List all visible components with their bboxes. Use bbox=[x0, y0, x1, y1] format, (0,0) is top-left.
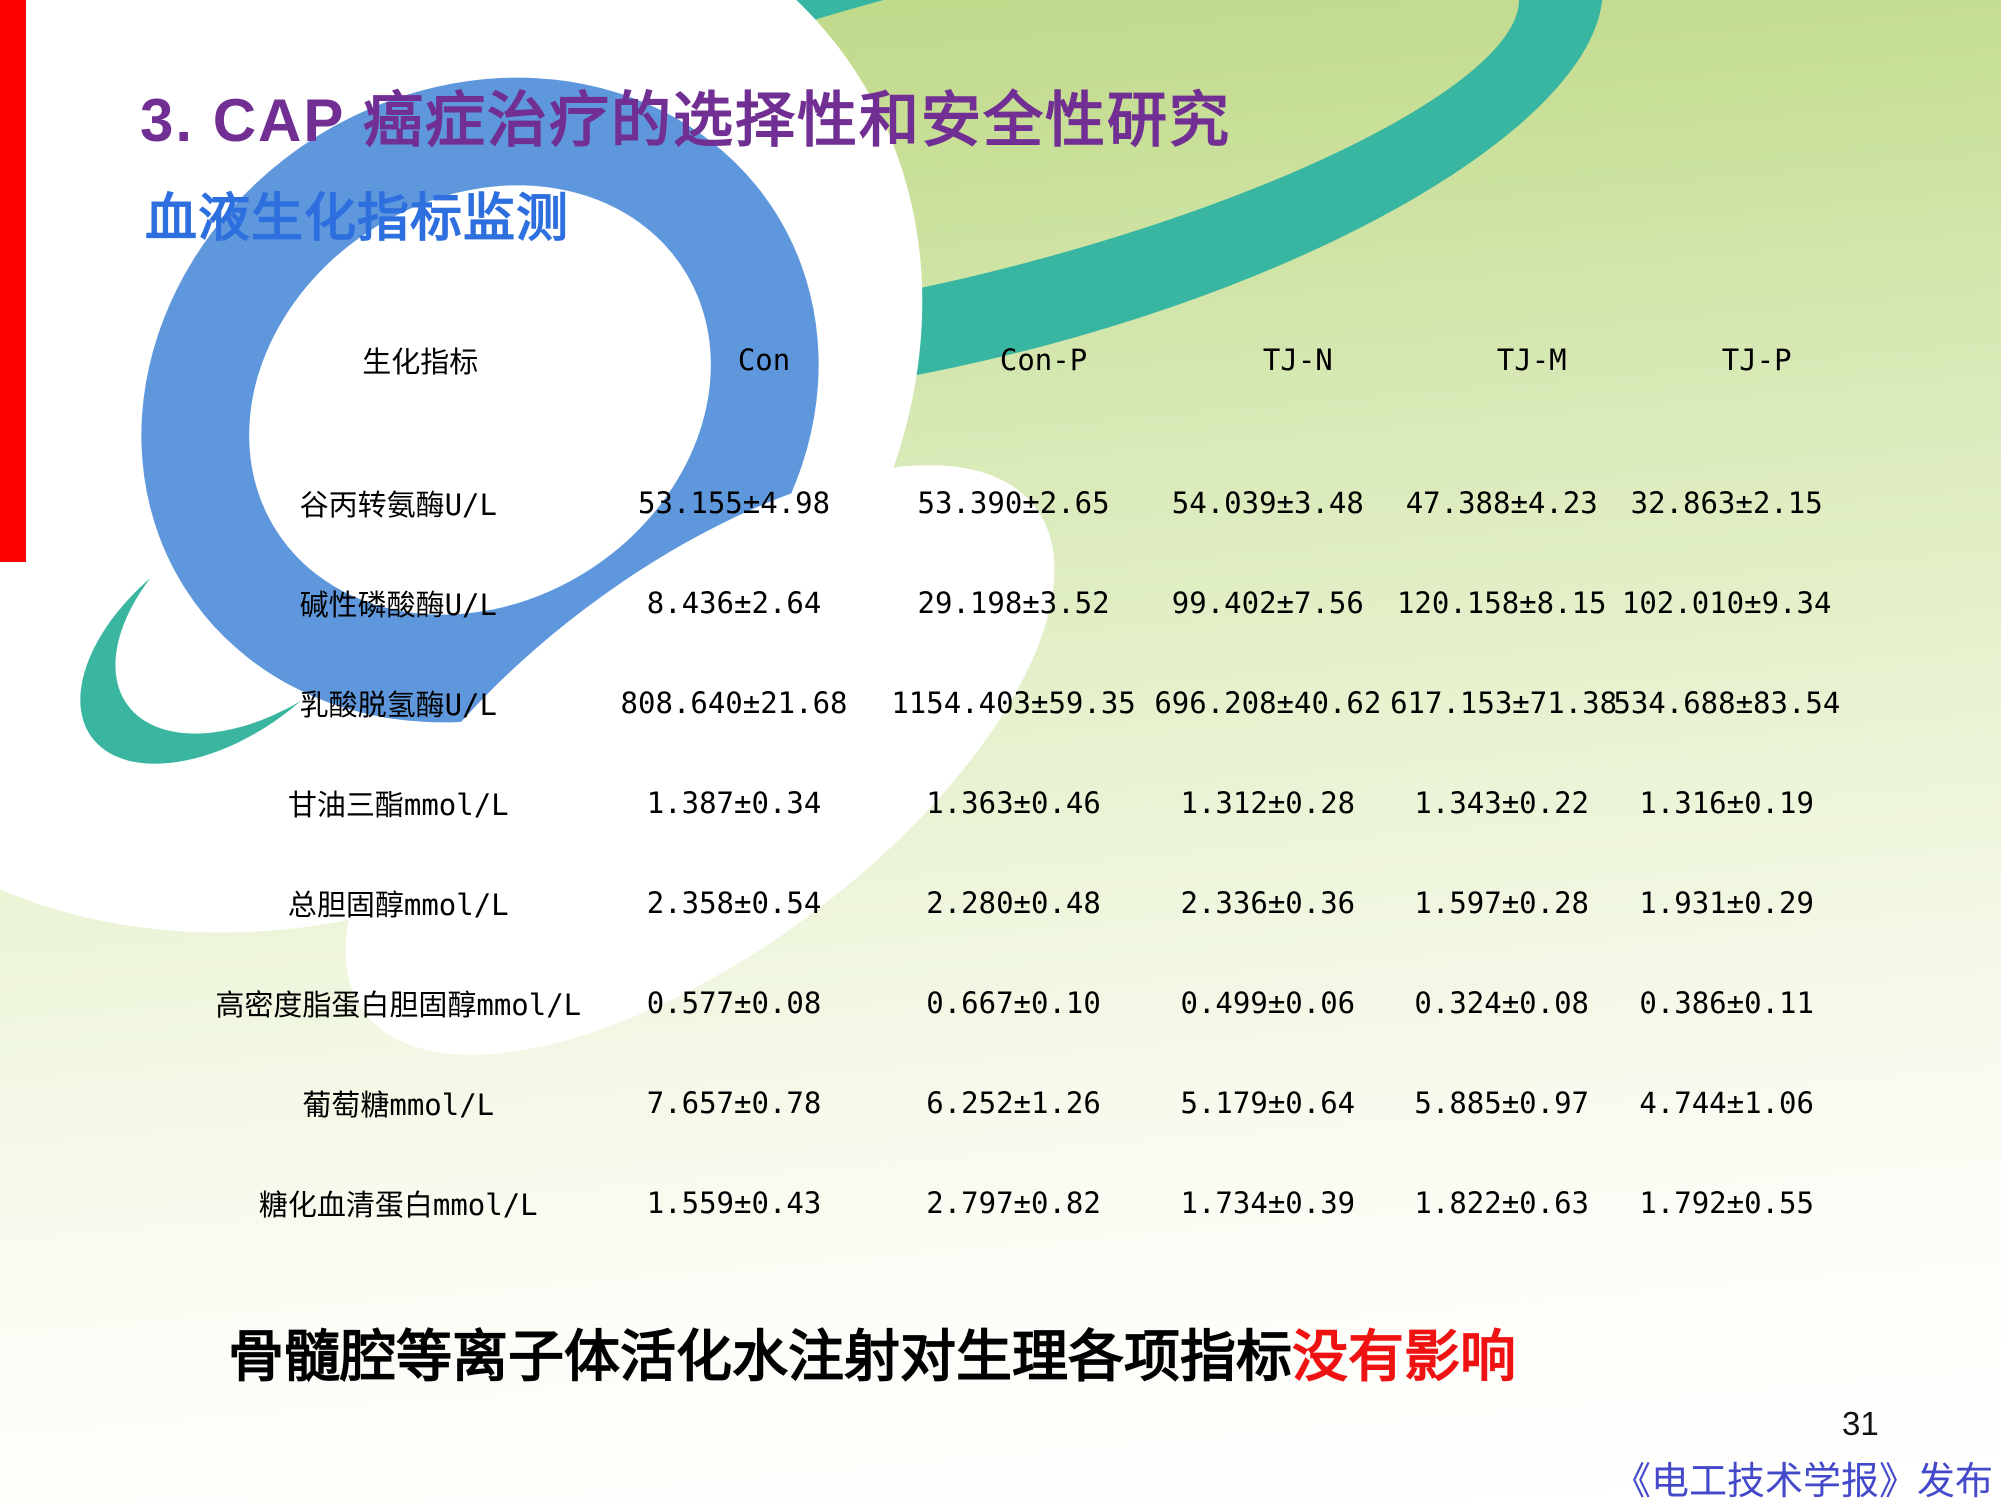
value-cell: 0.667±0.10 bbox=[926, 986, 1101, 1020]
table-header-row: 生化指标 Con Con-P TJ-N TJ-M TJ-P bbox=[210, 330, 1840, 390]
col-header-tj-p: TJ-P bbox=[1721, 343, 1792, 377]
value-cell: 99.402±7.56 bbox=[1171, 586, 1364, 620]
value-cell: 5.179±0.64 bbox=[1180, 1086, 1356, 1120]
value-cell: 2.358±0.54 bbox=[646, 886, 822, 920]
value-cell: 1.559±0.43 bbox=[646, 1186, 822, 1220]
page-number: 31 bbox=[1842, 1405, 1879, 1442]
value-cell: 0.386±0.11 bbox=[1639, 986, 1814, 1020]
value-cell: 4.744±1.06 bbox=[1639, 1086, 1814, 1120]
row-label: 甘油三酯mmol/L bbox=[287, 788, 509, 822]
table-row: 甘油三酯mmol/L 1.387±0.34 1.363±0.46 1.312±0… bbox=[210, 753, 1840, 853]
col-header-con-p: Con-P bbox=[999, 343, 1088, 377]
value-cell: 8.436±2.64 bbox=[646, 586, 822, 620]
conclusion-statement: 骨髓腔等离子体活化水注射对生理各项指标没有影响 bbox=[228, 1312, 1516, 1393]
value-cell: 1154.403±59.35 bbox=[891, 686, 1136, 720]
value-cell: 1.363±0.46 bbox=[926, 786, 1101, 820]
biochemistry-table: 生化指标 Con Con-P TJ-N TJ-M TJ-P 谷丙转氨酶U/L 5… bbox=[210, 330, 1840, 1253]
value-cell: 696.208±40.62 bbox=[1154, 686, 1382, 720]
value-cell: 47.388±4.23 bbox=[1405, 486, 1598, 520]
table-row: 糖化血清蛋白mmol/L 1.559±0.43 2.797±0.82 1.734… bbox=[210, 1153, 1840, 1253]
value-cell: 1.822±0.63 bbox=[1414, 1186, 1590, 1220]
slide-title: 3. CAP 癌症治疗的选择性和安全性研究 bbox=[140, 87, 1231, 154]
row-label: 高密度脂蛋白胆固醇mmol/L bbox=[215, 988, 582, 1022]
value-cell: 1.597±0.28 bbox=[1414, 886, 1590, 920]
value-cell: 2.336±0.36 bbox=[1180, 886, 1356, 920]
value-cell: 0.577±0.08 bbox=[646, 986, 822, 1020]
value-cell: 102.010±9.34 bbox=[1621, 586, 1832, 620]
value-cell: 53.390±2.65 bbox=[917, 486, 1110, 520]
value-cell: 29.198±3.52 bbox=[917, 586, 1110, 620]
value-cell: 617.153±71.38 bbox=[1390, 686, 1618, 720]
table-row: 碱性磷酸酶U/L 8.436±2.64 29.198±3.52 99.402±7… bbox=[210, 553, 1840, 653]
row-label: 乳酸脱氢酶U/L bbox=[299, 688, 497, 722]
left-edge-red-strip bbox=[0, 0, 26, 562]
table-row: 葡萄糖mmol/L 7.657±0.78 6.252±1.26 5.179±0.… bbox=[210, 1053, 1840, 1153]
col-header-tj-m: TJ-M bbox=[1496, 343, 1567, 377]
table-body: 谷丙转氨酶U/L 53.155±4.98 53.390±2.65 54.039±… bbox=[210, 453, 1840, 1253]
conclusion-black-text: 骨髓腔等离子体活化水注射对生理各项指标 bbox=[228, 1325, 1292, 1388]
value-cell: 6.252±1.26 bbox=[926, 1086, 1101, 1120]
conclusion-red-text: 没有影响 bbox=[1292, 1325, 1516, 1388]
value-cell: 1.734±0.39 bbox=[1180, 1186, 1356, 1220]
slide-subtitle: 血液生化指标监测 bbox=[145, 190, 570, 248]
row-label: 糖化血清蛋白mmol/L bbox=[258, 1188, 538, 1222]
value-cell: 7.657±0.78 bbox=[646, 1086, 822, 1120]
value-cell: 120.158±8.15 bbox=[1396, 586, 1607, 620]
footer-credit: 《电工技术学报》发布 bbox=[1612, 1461, 1993, 1501]
col-header-indicator: 生化指标 bbox=[362, 345, 479, 379]
value-cell: 2.280±0.48 bbox=[926, 886, 1101, 920]
value-cell: 1.931±0.29 bbox=[1639, 886, 1814, 920]
value-cell: 32.863±2.15 bbox=[1630, 486, 1823, 520]
value-cell: 1.316±0.19 bbox=[1639, 786, 1814, 820]
col-header-tj-n: TJ-N bbox=[1262, 343, 1333, 377]
value-cell: 5.885±0.97 bbox=[1414, 1086, 1590, 1120]
value-cell: 1.343±0.22 bbox=[1414, 786, 1590, 820]
value-cell: 53.155±4.98 bbox=[637, 486, 831, 520]
row-label: 葡萄糖mmol/L bbox=[302, 1088, 495, 1122]
value-cell: 1.792±0.55 bbox=[1639, 1186, 1814, 1220]
row-label: 总胆固醇mmol/L bbox=[287, 888, 509, 922]
table-row: 谷丙转氨酶U/L 53.155±4.98 53.390±2.65 54.039±… bbox=[210, 453, 1840, 553]
value-cell: 808.640±21.68 bbox=[620, 686, 848, 720]
value-cell: 54.039±3.48 bbox=[1171, 486, 1364, 520]
table-row: 总胆固醇mmol/L 2.358±0.54 2.280±0.48 2.336±0… bbox=[210, 853, 1840, 953]
table-row: 乳酸脱氢酶U/L 808.640±21.68 1154.403±59.35 69… bbox=[210, 653, 1841, 753]
row-label: 谷丙转氨酶U/L bbox=[299, 488, 497, 522]
value-cell: 0.324±0.08 bbox=[1414, 986, 1590, 1020]
value-cell: 534.688±83.54 bbox=[1613, 686, 1841, 720]
value-cell: 1.387±0.34 bbox=[646, 786, 822, 820]
col-header-con: Con bbox=[737, 343, 791, 377]
value-cell: 2.797±0.82 bbox=[926, 1186, 1101, 1220]
table-row: 高密度脂蛋白胆固醇mmol/L 0.577±0.08 0.667±0.10 0.… bbox=[210, 953, 1840, 1053]
row-label: 碱性磷酸酶U/L bbox=[299, 588, 497, 622]
value-cell: 1.312±0.28 bbox=[1180, 786, 1356, 820]
value-cell: 0.499±0.06 bbox=[1180, 986, 1356, 1020]
